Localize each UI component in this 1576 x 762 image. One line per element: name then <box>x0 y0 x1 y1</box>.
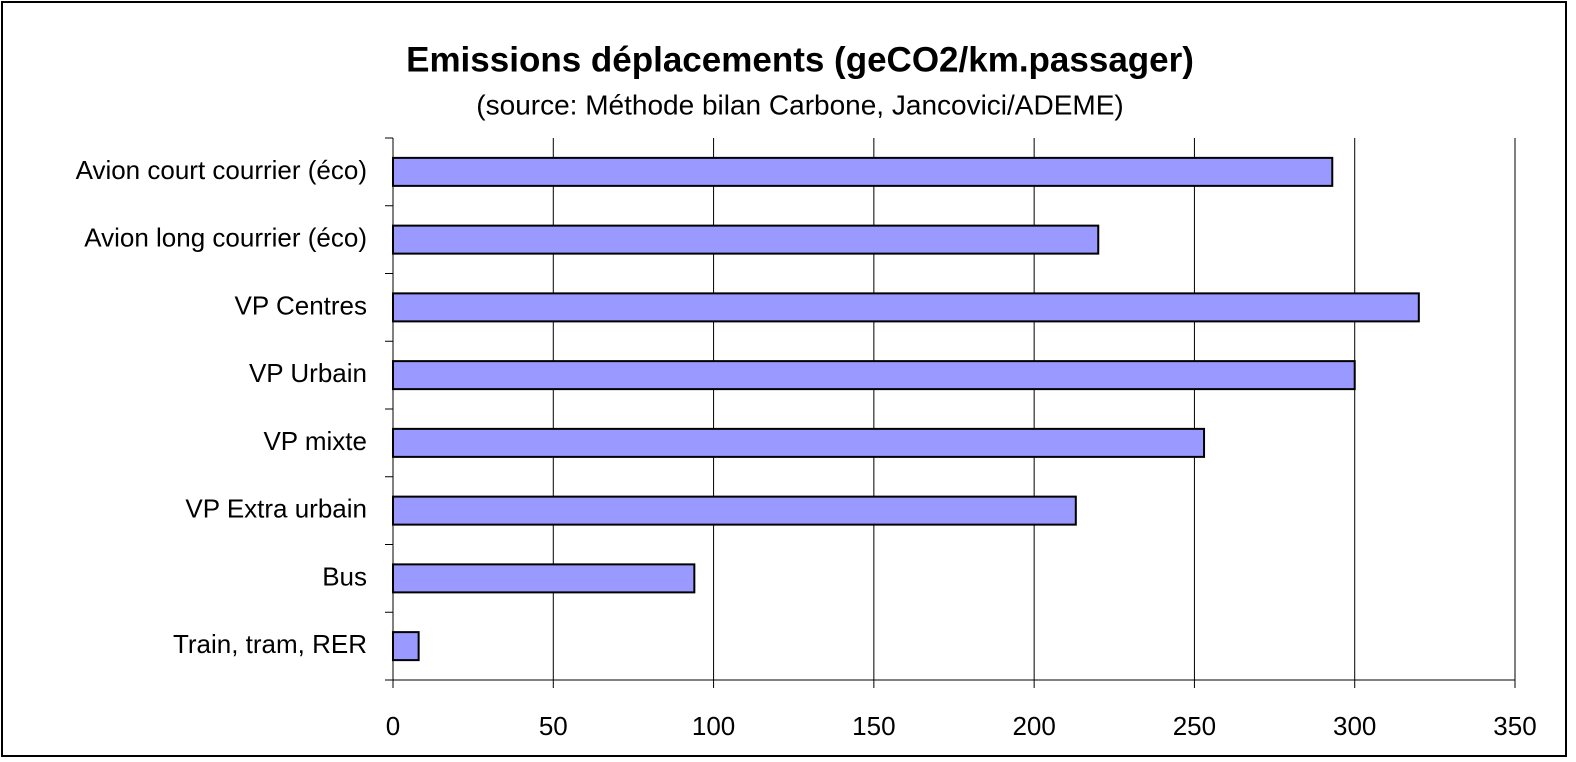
x-tick-label: 200 <box>1012 711 1055 741</box>
x-tick-label: 150 <box>852 711 895 741</box>
x-tick-label: 350 <box>1493 711 1536 741</box>
chart-title: Emissions déplacements (geCO2/km.passage… <box>406 40 1194 79</box>
y-tick-label: Train, tram, RER <box>173 629 367 659</box>
x-tick-label: 50 <box>539 711 568 741</box>
y-tick-label: Bus <box>322 561 367 591</box>
x-tick-label: 300 <box>1333 711 1376 741</box>
bar <box>392 156 1334 187</box>
y-tick-label: VP Urbain <box>249 358 367 388</box>
y-tick-label: VP mixte <box>263 426 367 456</box>
bar <box>392 360 1356 391</box>
bar <box>392 427 1206 458</box>
bar <box>392 292 1420 323</box>
y-tick-label: Avion long courrier (éco) <box>84 223 367 253</box>
bar <box>392 563 696 594</box>
bar <box>392 495 1077 526</box>
chart-subtitle: (source: Méthode bilan Carbone, Jancovic… <box>476 89 1123 120</box>
y-tick-label: VP Extra urbain <box>185 494 367 524</box>
bar <box>392 224 1100 255</box>
bar <box>392 631 420 662</box>
y-tick-label: VP Centres <box>235 290 367 320</box>
y-tick-label: Avion court courrier (éco) <box>76 155 367 185</box>
x-tick-label: 250 <box>1173 711 1216 741</box>
x-tick-label: 100 <box>692 711 735 741</box>
x-tick-label: 0 <box>386 711 400 741</box>
